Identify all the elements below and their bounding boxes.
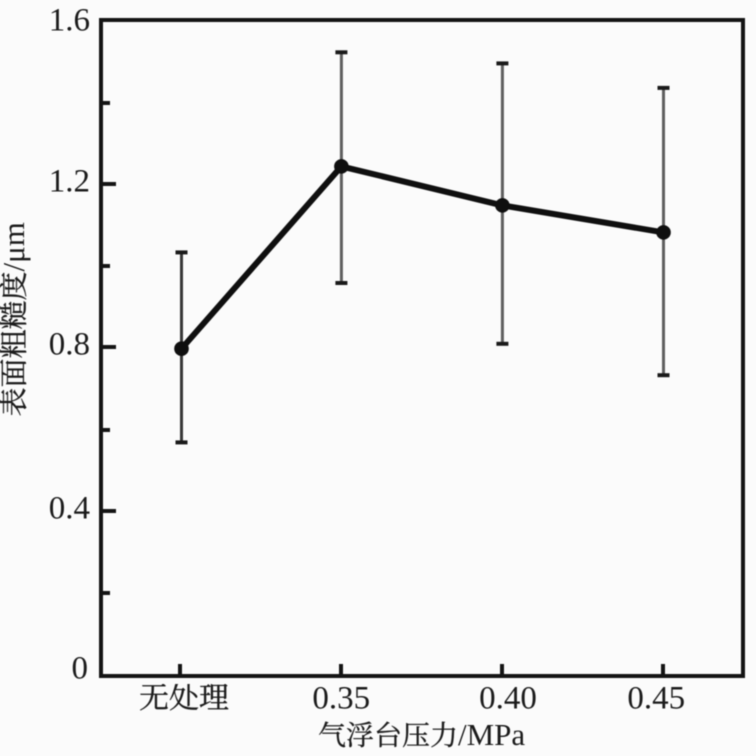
svg-text:/μm: /μm bbox=[0, 222, 31, 271]
svg-text:/MPa: /MPa bbox=[458, 721, 525, 752]
